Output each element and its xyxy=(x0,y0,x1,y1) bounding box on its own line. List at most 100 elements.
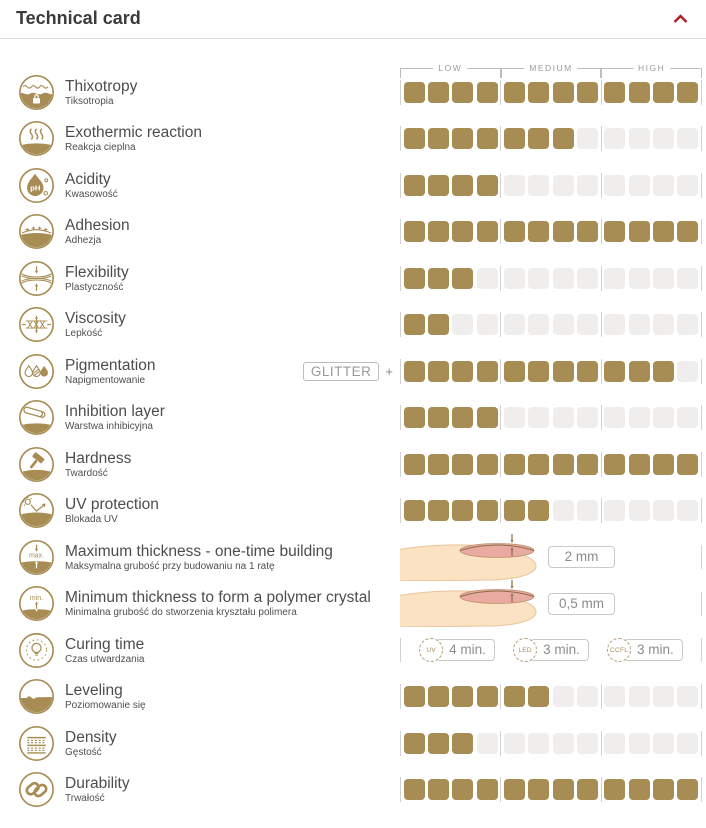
rating-cell xyxy=(503,174,525,196)
rating-group xyxy=(400,312,500,338)
rating-cell xyxy=(677,267,699,289)
rating-group xyxy=(600,730,701,756)
rating-group xyxy=(400,358,500,384)
rating-cell xyxy=(677,360,699,382)
rating-cell xyxy=(604,314,626,336)
rating-cell xyxy=(677,128,699,150)
rating-cell xyxy=(576,128,598,150)
rating-cell xyxy=(476,267,498,289)
rating-cell xyxy=(476,779,498,801)
rating-cell xyxy=(576,407,598,429)
rating-cell xyxy=(576,500,598,522)
property-subtitle: Maksymalna grubość przy budowaniu na 1 r… xyxy=(65,560,275,572)
rating-group xyxy=(600,219,701,245)
rating-cell xyxy=(604,360,626,382)
curing-times-zone: UV 4 min. LED 3 min. CCFL 3 min. xyxy=(400,638,702,663)
pigmentation-icon xyxy=(18,353,55,390)
rating-cell xyxy=(452,81,474,103)
rating-cell xyxy=(652,314,674,336)
rating-cell xyxy=(552,500,574,522)
rating-group xyxy=(400,219,500,245)
row-exothermic-reaction: Exothermic reaction Reakcja cieplna xyxy=(0,116,706,163)
rating-cell xyxy=(427,267,449,289)
technical-card-body: Thixotropy Tiksotropia LOW MEDIUM HIGH Ex… xyxy=(0,39,706,813)
rating-cell xyxy=(628,779,650,801)
rating-cell xyxy=(476,732,498,754)
max-text: max. xyxy=(29,552,44,559)
rating-cell xyxy=(552,686,574,708)
rating-group xyxy=(400,684,500,710)
row-inhibition-layer: Inhibition layer Warstwa inhibicyjna xyxy=(0,395,706,442)
uv-time-value: 4 min. xyxy=(436,639,495,662)
rating-cell xyxy=(528,360,550,382)
rating-cell xyxy=(652,686,674,708)
rating-group xyxy=(400,777,500,803)
ccfl-time-value: 3 min. xyxy=(624,639,683,662)
rating-cell xyxy=(604,779,626,801)
scale-bracket-low: LOW xyxy=(400,62,501,78)
rating-cell xyxy=(628,267,650,289)
property-subtitle: Tiksotropia xyxy=(65,95,114,107)
rating-group xyxy=(500,126,600,152)
rating-cell xyxy=(604,174,626,196)
rating-cell xyxy=(677,174,699,196)
rating-group xyxy=(600,777,701,803)
property-label: Durability xyxy=(65,775,130,793)
min-thickness-value: 0,5 mm xyxy=(548,592,615,615)
row-density: Density Gęstość xyxy=(0,720,706,767)
viscosity-icon xyxy=(18,306,55,343)
rating-cell xyxy=(452,686,474,708)
rating-cell xyxy=(476,686,498,708)
rating-cell xyxy=(604,128,626,150)
uv-lamp-icon: UV xyxy=(419,638,444,663)
rating-cell xyxy=(452,779,474,801)
rating-cell xyxy=(452,221,474,243)
rating-cell xyxy=(528,128,550,150)
rating-bar xyxy=(400,777,702,803)
rating-cell xyxy=(427,779,449,801)
rating-cell xyxy=(552,732,574,754)
rating-cell xyxy=(576,779,598,801)
rating-cell xyxy=(452,174,474,196)
rating-cell xyxy=(552,267,574,289)
rating-cell xyxy=(552,779,574,801)
rating-group xyxy=(500,219,600,245)
rating-cell xyxy=(677,314,699,336)
property-subtitle: Kwasowość xyxy=(65,188,118,200)
rating-bar xyxy=(400,312,702,338)
rating-cell xyxy=(403,314,425,336)
durability-icon xyxy=(18,771,55,808)
property-label: Thixotropy xyxy=(65,77,138,95)
scale-bracket-high: HIGH xyxy=(601,62,703,78)
property-label: Curing time xyxy=(65,635,145,653)
rating-group xyxy=(600,79,701,105)
rating-cell xyxy=(403,128,425,150)
rating-cell xyxy=(604,81,626,103)
row-maximum-thickness: max. Maximum thickness - one-time buildi… xyxy=(0,533,706,581)
chevron-up-icon[interactable] xyxy=(673,13,688,24)
thixotropy-icon xyxy=(18,74,55,111)
rating-cell xyxy=(628,81,650,103)
rating-bar xyxy=(400,684,702,710)
row-adhesion: Adhesion Adhezja xyxy=(0,209,706,256)
rating-cell xyxy=(604,500,626,522)
rating-group xyxy=(500,451,600,477)
property-subtitle: Gęstość xyxy=(65,746,102,758)
rating-bar xyxy=(400,405,702,431)
row-flexibility: Flexibility Plastyczność xyxy=(0,255,706,302)
rating-cell xyxy=(652,453,674,475)
rating-cell xyxy=(652,500,674,522)
rating-cell xyxy=(476,314,498,336)
property-label: Exothermic reaction xyxy=(65,124,202,142)
rating-cell xyxy=(427,314,449,336)
rating-cell xyxy=(503,221,525,243)
rating-cell xyxy=(628,686,650,708)
row-durability: Durability Trwałość xyxy=(0,767,706,814)
rating-cell xyxy=(652,128,674,150)
rating-cell xyxy=(427,81,449,103)
rating-bar xyxy=(400,451,702,477)
rating-group xyxy=(600,265,701,291)
technical-card-header[interactable]: Technical card xyxy=(0,0,706,39)
rating-cell xyxy=(427,686,449,708)
rating-cell xyxy=(604,221,626,243)
